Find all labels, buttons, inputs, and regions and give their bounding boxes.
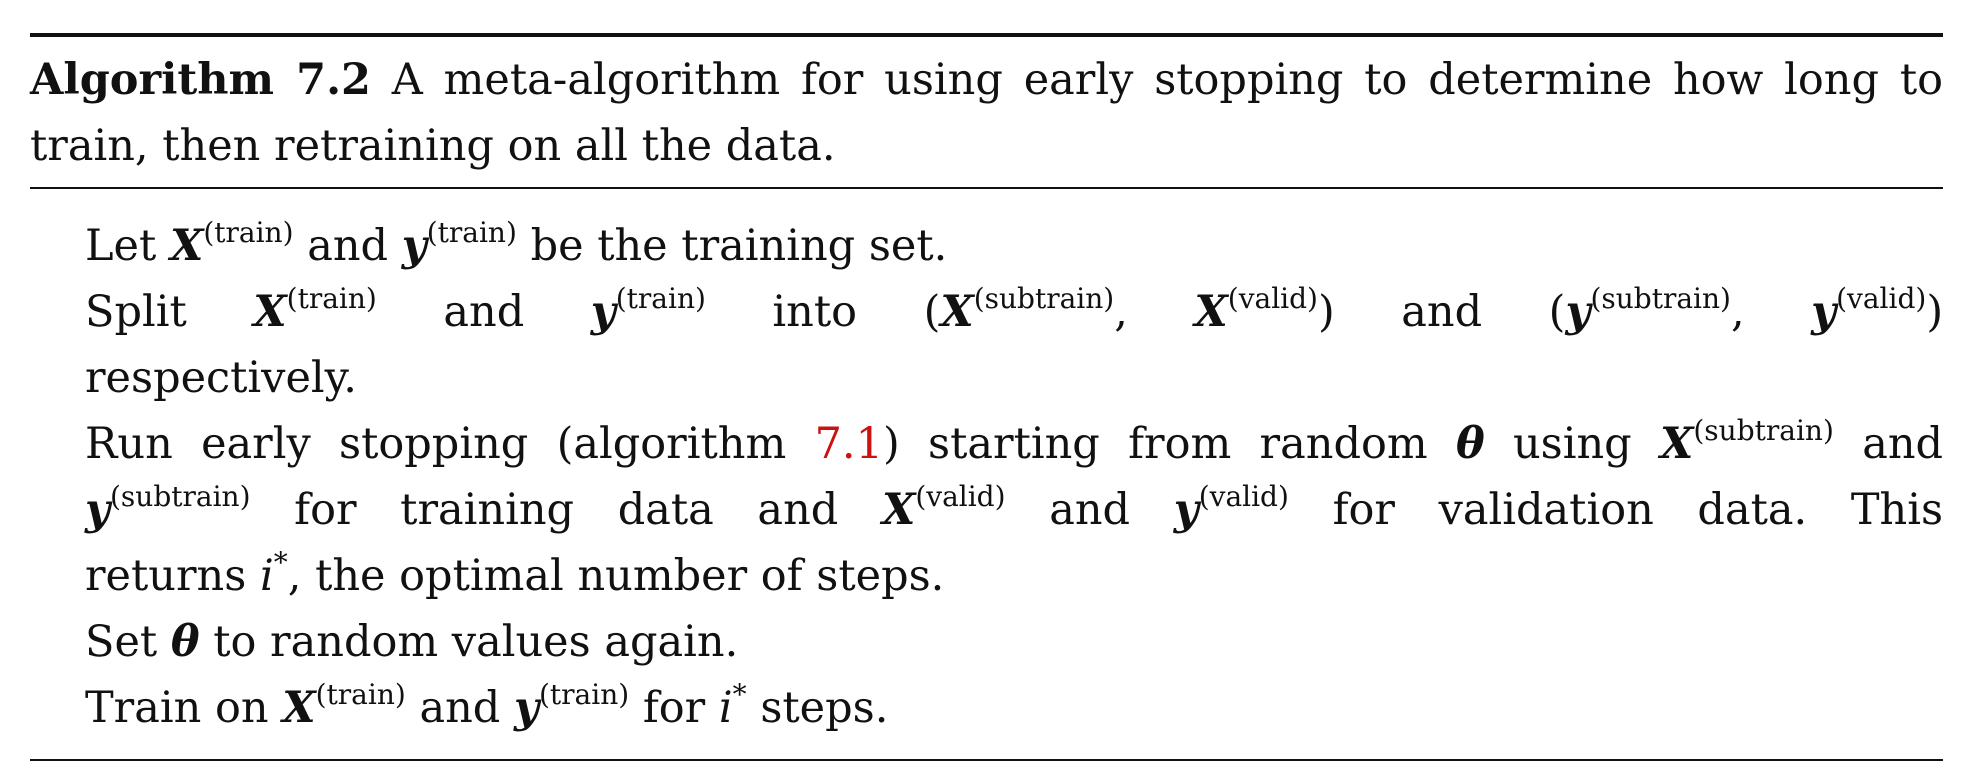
paren-close: ) (1926, 287, 1944, 337)
symbol-y: y (590, 287, 616, 337)
symbol-X: X (1660, 419, 1694, 469)
symbol-X: X (1194, 287, 1228, 337)
bottom-rule (30, 759, 1943, 761)
symbol-X: X (940, 287, 974, 337)
superscript-subtrain: (subtrain) (110, 480, 251, 513)
step-2-text-e: respectively. (85, 353, 357, 403)
step-3-line-3: returns i*, the optimal number of steps. (85, 543, 1943, 609)
step-3-text-h: returns (85, 551, 247, 601)
step-2-text-b: and (443, 287, 525, 337)
step-4-text-b: to random values again. (213, 617, 739, 667)
step-5: Train on X(train) and y(train) for i* st… (85, 675, 1943, 741)
superscript-train: (train) (315, 678, 406, 711)
symbol-y: y (1811, 287, 1837, 337)
paren-close: ) (1317, 287, 1335, 337)
symbol-y: y (85, 485, 110, 535)
algorithm-caption: Algorithm 7.2 A meta-algorithm for using… (30, 37, 1943, 185)
superscript-star: * (732, 678, 747, 711)
top-rule (30, 33, 1943, 37)
algorithm-label: Algorithm 7.2 (30, 55, 371, 105)
step-3-text-c: using (1512, 419, 1632, 469)
step-3-text-g: for validation data. This (1332, 485, 1944, 535)
superscript-valid: (valid) (915, 480, 1006, 513)
step-2-line-1: Split X(train) and y(train) into (X(subt… (85, 279, 1943, 345)
symbol-X: X (253, 287, 287, 337)
superscript-train: (train) (203, 216, 294, 249)
superscript-star: * (273, 546, 288, 579)
step-3-text-i: , the optimal number of steps. (287, 551, 945, 601)
symbol-X: X (282, 683, 316, 733)
algorithm-reference-link[interactable]: 7.1 (814, 419, 883, 469)
superscript-train: (train) (286, 282, 377, 315)
symbol-y: y (1173, 485, 1199, 535)
symbol-y: y (1565, 287, 1591, 337)
step-5-text-d: steps. (760, 683, 889, 733)
symbol-i: i (259, 551, 274, 601)
superscript-valid: (valid) (1836, 282, 1927, 315)
algorithm-body: Let X(train) and y(train) be the trainin… (30, 189, 1943, 759)
step-2-text-a: Split (85, 287, 187, 337)
step-5-text-b: and (419, 683, 501, 733)
paren-open: ( (923, 287, 941, 337)
superscript-train: (train) (539, 678, 630, 711)
symbol-theta: θ (170, 617, 200, 667)
superscript-train: (train) (615, 282, 706, 315)
algorithm-caption-text: A meta-algorithm for using early stoppin… (30, 55, 1943, 171)
step-2-text-d: and (1401, 287, 1483, 337)
step-3-line-2: y(subtrain) for training data and X(vali… (85, 477, 1943, 543)
paren-open: ( (1548, 287, 1566, 337)
step-1-text-a: Let (85, 221, 157, 271)
step-4: Set θ to random values again. (85, 609, 1943, 675)
superscript-subtrain: (subtrain) (1693, 414, 1834, 447)
step-1: Let X(train) and y(train) be the trainin… (85, 213, 1943, 279)
symbol-y: y (514, 683, 539, 733)
superscript-valid: (valid) (1227, 282, 1318, 315)
algorithm-box: Algorithm 7.2 A meta-algorithm for using… (30, 33, 1943, 761)
step-3-text-a: Run early stopping (algorithm (85, 419, 787, 469)
step-2-text-c: into (772, 287, 858, 337)
step-5-text-a: Train on (85, 683, 269, 733)
step-3-text-e: for training data and (294, 485, 839, 535)
step-3-text-d: and (1862, 419, 1944, 469)
step-1-text-c: be the training set. (530, 221, 948, 271)
caption-rule (30, 187, 1943, 189)
symbol-X: X (881, 485, 916, 535)
comma: , (1730, 287, 1745, 337)
step-3-line-1: Run early stopping (algorithm 7.1) start… (85, 411, 1943, 477)
symbol-y: y (401, 221, 427, 271)
superscript-subtrain: (subtrain) (973, 282, 1115, 315)
step-3-text-b: ) starting from random (882, 419, 1428, 469)
superscript-subtrain: (subtrain) (1590, 282, 1731, 315)
step-2-line-2: respectively. (85, 345, 1943, 411)
superscript-valid: (valid) (1198, 480, 1289, 513)
symbol-X: X (169, 221, 204, 271)
step-4-text-a: Set (85, 617, 158, 667)
symbol-theta: θ (1455, 419, 1485, 469)
step-1-text-b: and (307, 221, 389, 271)
step-5-text-c: for (642, 683, 706, 733)
superscript-train: (train) (426, 216, 517, 249)
step-3-text-f: and (1049, 485, 1131, 535)
comma: , (1114, 287, 1128, 337)
symbol-i: i (718, 683, 733, 733)
